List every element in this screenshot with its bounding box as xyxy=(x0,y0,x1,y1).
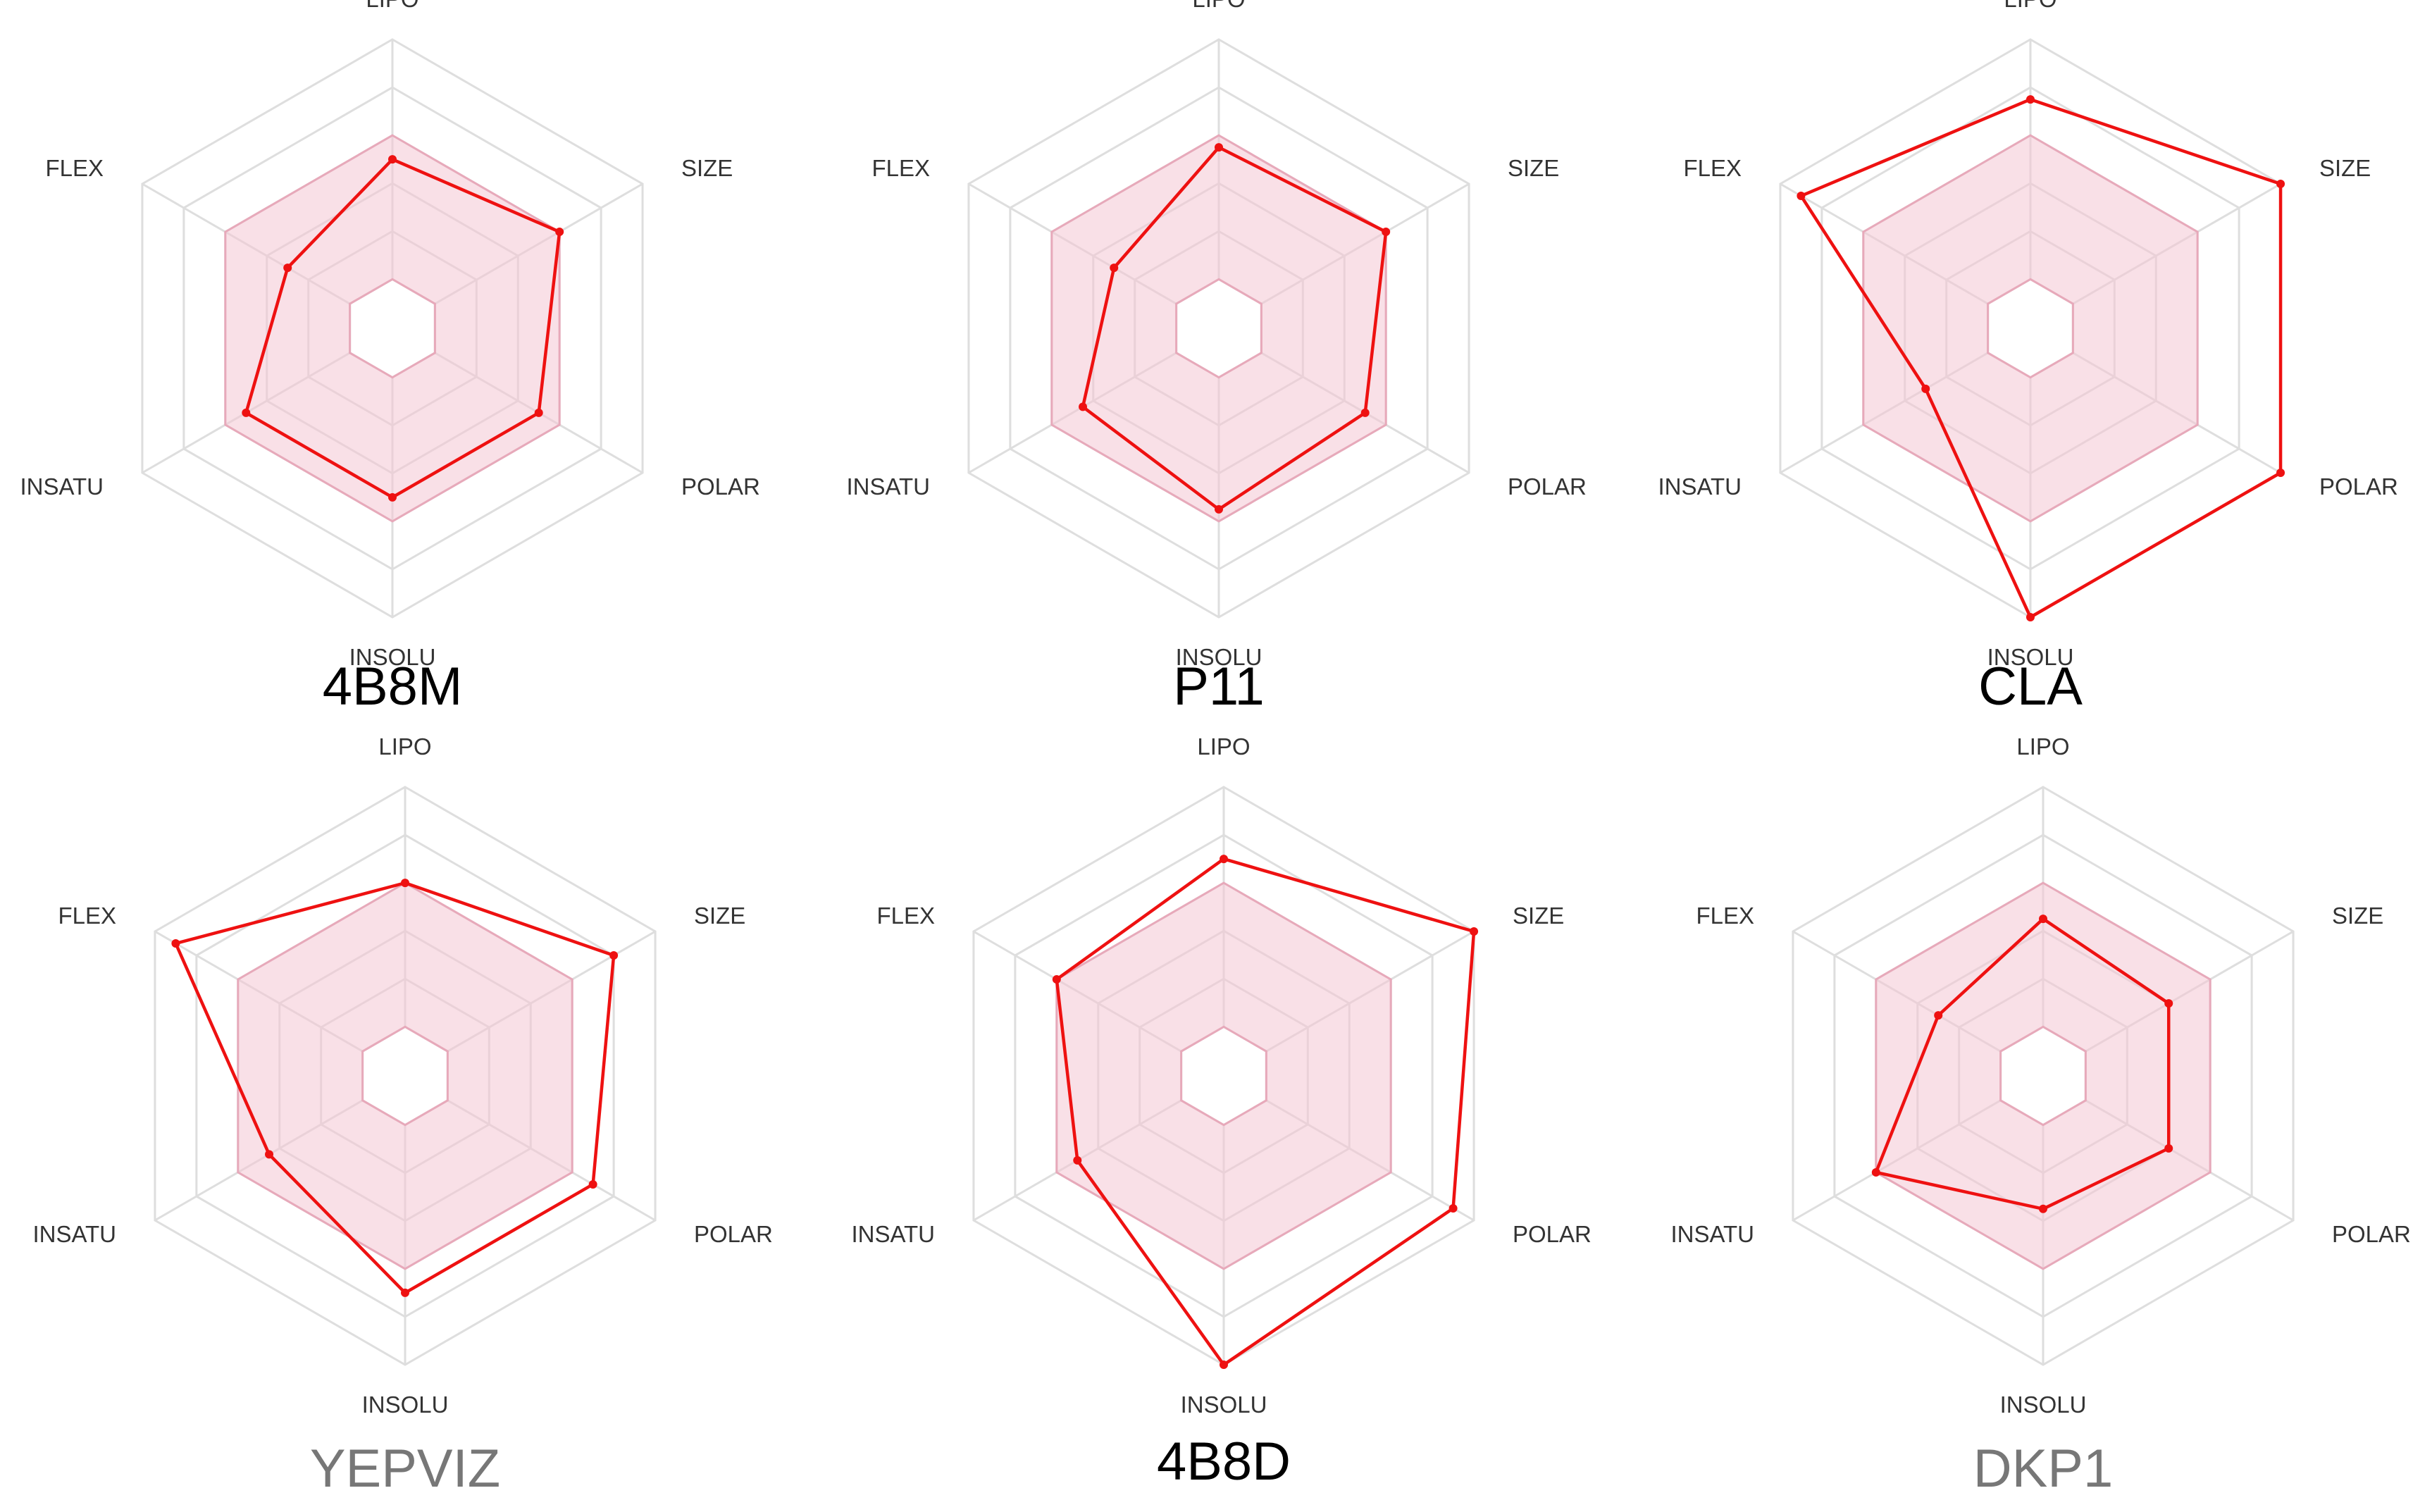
radar-chart-p11: LIPO SIZE POLAR INSOLU INSATU FLEX P11 xyxy=(846,0,1586,717)
data-point-size xyxy=(2276,180,2285,188)
axis-label-insolu: INSOLU xyxy=(1176,644,1262,670)
axis-label-size: SIZE xyxy=(694,903,745,929)
data-point-size xyxy=(1470,927,1479,936)
axis-label-insolu: INSOLU xyxy=(349,644,436,670)
axis-label-insolu: INSOLU xyxy=(1181,1392,1267,1418)
axis-label-lipo: LIPO xyxy=(1192,0,1245,12)
axis-label-size: SIZE xyxy=(2332,903,2383,929)
axis-label-lipo: LIPO xyxy=(1197,733,1250,760)
data-point-flex xyxy=(171,939,180,948)
axis-label-flex: FLEX xyxy=(45,155,104,181)
data-point-lipo xyxy=(388,155,397,164)
axis-label-flex: FLEX xyxy=(876,903,935,929)
axis-label-size: SIZE xyxy=(2319,155,2371,181)
data-point-insolu xyxy=(2039,1204,2047,1213)
data-point-flex xyxy=(1052,975,1061,984)
data-point-insolu xyxy=(2026,613,2035,621)
axis-label-flex: FLEX xyxy=(58,903,116,929)
axis-label-insatu: INSATU xyxy=(846,473,930,500)
radar-chart-4b8m: LIPO SIZE POLAR INSOLU INSATU FLEX 4B8M xyxy=(20,0,759,717)
axis-label-polar: POLAR xyxy=(681,473,760,500)
radar-chart-cla: LIPO SIZE POLAR INSOLU INSATU FLEX CLA xyxy=(1658,0,2397,717)
optimal-range-area xyxy=(237,881,573,1270)
axis-label-insatu: INSATU xyxy=(1658,473,1742,500)
data-point-flex xyxy=(1797,192,1806,201)
data-point-insatu xyxy=(1079,402,1088,411)
data-point-flex xyxy=(1110,264,1119,273)
data-point-flex xyxy=(1934,1011,1943,1020)
axis-label-size: SIZE xyxy=(1508,155,1559,181)
data-point-polar xyxy=(588,1179,597,1189)
axis-label-polar: POLAR xyxy=(2319,473,2398,500)
axis-label-flex: FLEX xyxy=(1683,155,1742,181)
data-point-lipo xyxy=(401,879,409,888)
optimal-range-area xyxy=(1862,134,2199,523)
data-point-insatu xyxy=(1921,384,1930,393)
axis-label-lipo: LIPO xyxy=(2004,0,2056,12)
data-point-size xyxy=(555,228,564,237)
data-point-polar xyxy=(2164,1144,2173,1153)
axis-label-size: SIZE xyxy=(1513,903,1564,929)
data-point-flex xyxy=(283,264,292,273)
data-point-insolu xyxy=(1215,504,1223,514)
data-point-insatu xyxy=(1871,1167,1880,1177)
radar-chart-dkp1: LIPO SIZE POLAR INSOLU INSATU FLEX DKP1 xyxy=(1670,733,2410,1499)
axis-label-polar: POLAR xyxy=(1513,1221,1592,1247)
data-point-size xyxy=(2164,999,2173,1008)
axis-label-polar: POLAR xyxy=(694,1221,773,1247)
data-point-polar xyxy=(2276,469,2285,477)
axis-label-polar: POLAR xyxy=(2332,1221,2411,1247)
data-point-lipo xyxy=(1220,855,1228,864)
data-point-insatu xyxy=(1073,1155,1082,1165)
data-point-lipo xyxy=(2026,95,2035,104)
data-point-insatu xyxy=(242,408,251,417)
axis-label-insatu: INSATU xyxy=(851,1221,935,1247)
axis-label-lipo: LIPO xyxy=(2016,733,2069,760)
axis-label-insatu: INSATU xyxy=(32,1221,116,1247)
data-point-insatu xyxy=(265,1150,274,1159)
chart-title: YEPVIZ xyxy=(310,1439,500,1499)
data-point-size xyxy=(1382,228,1391,237)
optimal-range-area xyxy=(1875,881,2211,1270)
axis-label-flex: FLEX xyxy=(871,155,930,181)
chart-title: 4B8D xyxy=(1157,1432,1291,1492)
data-point-polar xyxy=(1448,1203,1458,1213)
radar-chart-4b8d: LIPO SIZE POLAR INSOLU INSATU FLEX 4B8D xyxy=(851,733,1591,1492)
axis-label-insolu: INSOLU xyxy=(2000,1392,2087,1418)
axis-label-insatu: INSATU xyxy=(20,473,104,500)
chart-title: DKP1 xyxy=(1973,1439,2114,1499)
chart-title: 4B8M xyxy=(323,657,463,717)
data-point-lipo xyxy=(1215,143,1223,152)
data-point-insolu xyxy=(1220,1361,1228,1369)
radar-chart-yepviz: LIPO SIZE POLAR INSOLU INSATU FLEX YEPVIZ xyxy=(32,733,772,1499)
axis-label-insolu: INSOLU xyxy=(362,1392,449,1418)
data-point-size xyxy=(609,951,619,960)
axis-label-size: SIZE xyxy=(681,155,733,181)
axis-label-polar: POLAR xyxy=(1508,473,1587,500)
axis-label-lipo: LIPO xyxy=(366,0,418,12)
axis-label-insatu: INSATU xyxy=(1670,1221,1754,1247)
axis-label-flex: FLEX xyxy=(1696,903,1754,929)
axis-label-lipo: LIPO xyxy=(378,733,431,760)
optimal-range-area xyxy=(1055,881,1392,1270)
data-point-insolu xyxy=(388,492,397,502)
axis-label-insolu: INSOLU xyxy=(1987,644,2074,670)
data-point-polar xyxy=(1360,408,1370,417)
chart-title: CLA xyxy=(1978,657,2083,717)
data-point-insolu xyxy=(401,1288,409,1297)
data-point-lipo xyxy=(2039,915,2047,924)
data-point-polar xyxy=(534,408,543,417)
optimal-range-area xyxy=(224,134,561,523)
chart-title: P11 xyxy=(1173,657,1265,717)
